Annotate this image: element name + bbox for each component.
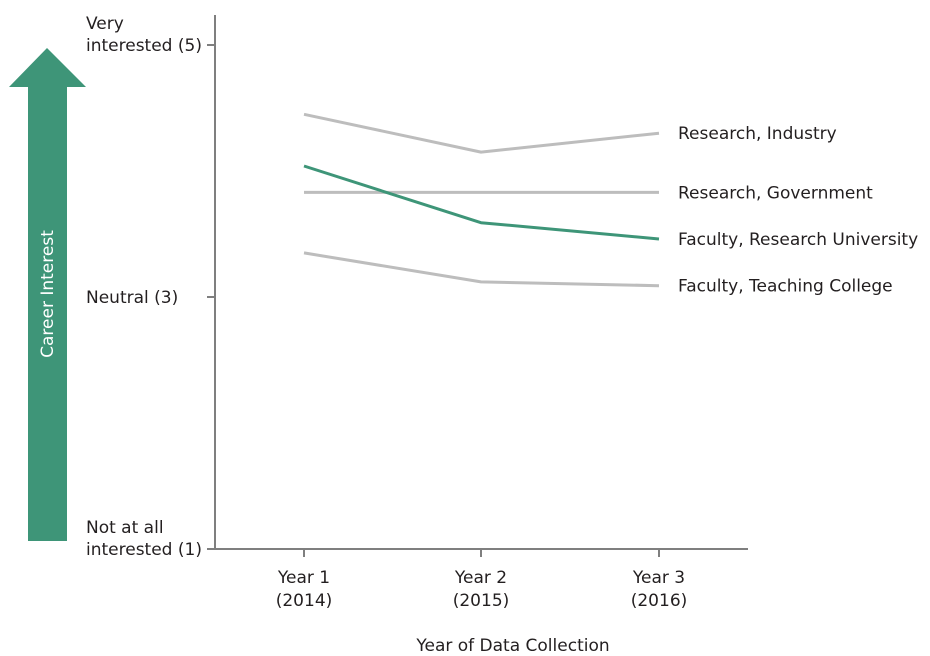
x-tick-label-line: (2015) [453, 591, 510, 611]
y-tick-label-line: interested (1) [86, 540, 202, 560]
x-axis-ticks: Year 1 (2014) Year 2 (2015) Year 3 (2016) [276, 549, 688, 611]
up-arrow-icon [9, 48, 86, 541]
y-axis-title: Career Interest [38, 230, 58, 358]
series-lines [303, 112, 660, 288]
series-line [303, 164, 660, 241]
x-tick-label: Year 2 (2015) [453, 568, 510, 611]
y-tick-label-line: Very [86, 14, 124, 34]
series-label: Research, Government [678, 183, 873, 203]
x-tick-label: Year 1 (2014) [276, 568, 333, 611]
x-tick-label: Year 3 (2016) [631, 568, 688, 611]
x-tick-label-line: Year 3 [632, 568, 685, 588]
series-line [303, 112, 660, 154]
y-tick-label-line: interested (5) [86, 36, 202, 56]
series-line [303, 251, 660, 288]
career-interest-arrow: Career Interest [9, 48, 86, 541]
y-tick-label-line: Not at all [86, 518, 164, 538]
series-label: Faculty, Research University [678, 230, 918, 250]
y-axis-ticks: Very interested (5)Neutral (3)Not at all i… [86, 14, 215, 560]
y-tick-label-line: Neutral (3) [86, 288, 178, 308]
series-label: Faculty, Teaching College [678, 277, 893, 297]
x-tick-label-line: (2014) [276, 591, 333, 611]
x-axis-title: Year of Data Collection [415, 636, 609, 656]
series-labels: Research, Industry Research, Government Fa… [678, 124, 918, 297]
x-tick-label-line: (2016) [631, 591, 688, 611]
x-tick-label-line: Year 1 [277, 568, 330, 588]
y-tick-label: Very interested (5) [86, 14, 202, 56]
series-label: Research, Industry [678, 124, 837, 144]
x-tick-label-line: Year 2 [454, 568, 507, 588]
y-tick-label: Neutral (3) [86, 288, 178, 308]
y-tick-label: Not at all interested (1) [86, 518, 202, 560]
